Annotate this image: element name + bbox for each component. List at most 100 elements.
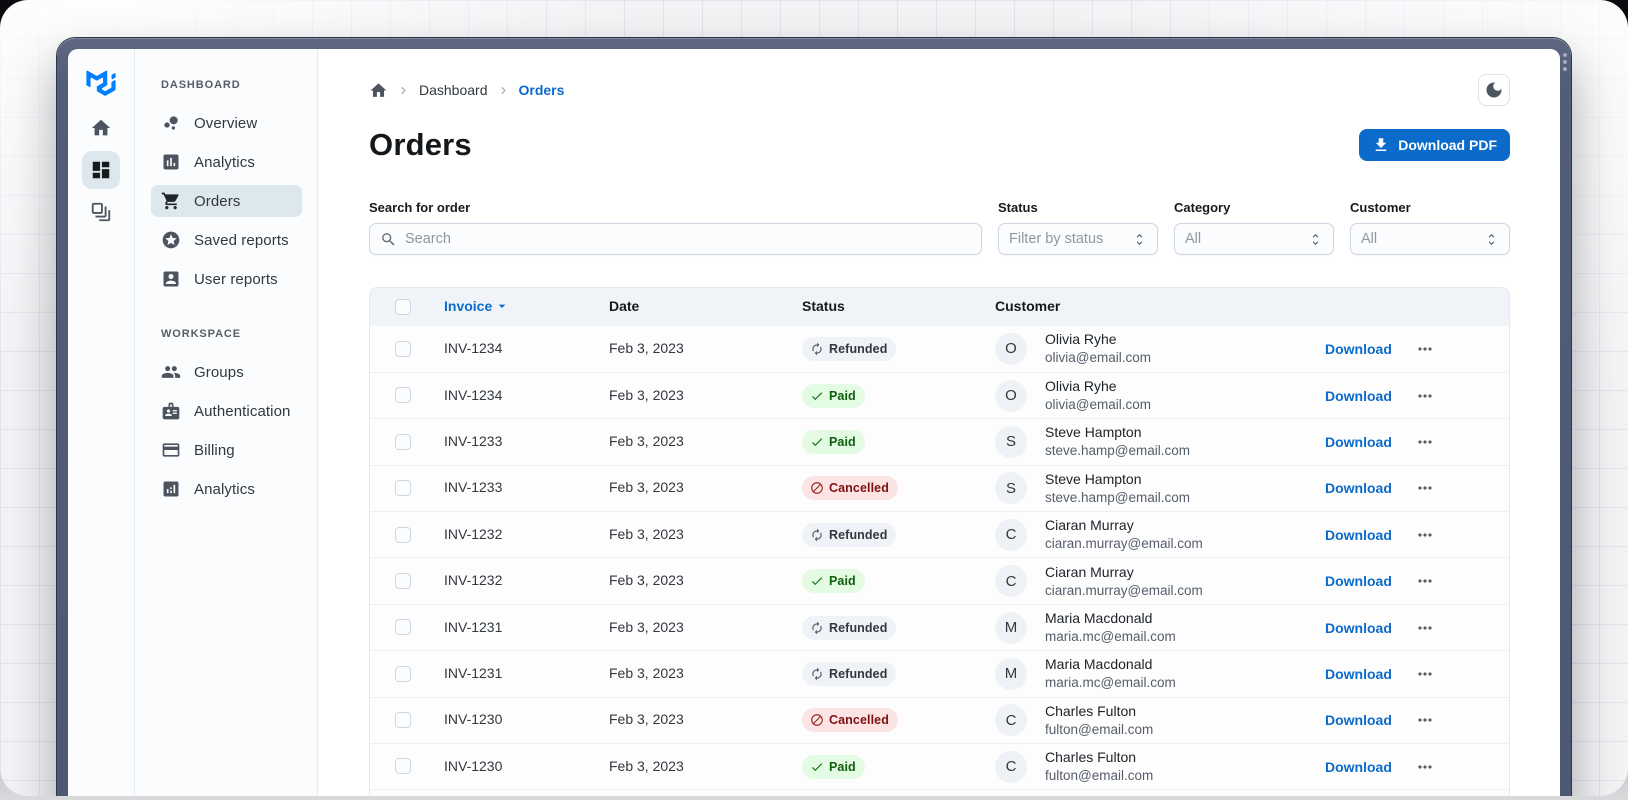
more-options-button[interactable]	[1413, 616, 1437, 640]
customer-cell: O Olivia Ryhe olivia@email.com	[995, 331, 1309, 366]
avatar: M	[995, 657, 1027, 690]
download-link[interactable]: Download	[1325, 712, 1392, 729]
row-checkbox[interactable]	[395, 572, 411, 589]
nav-item-billing[interactable]: Billing	[151, 434, 302, 466]
nav-item-orders[interactable]: Orders	[151, 185, 302, 217]
search-input[interactable]	[405, 231, 971, 247]
star-circle-icon	[161, 230, 181, 250]
search-icon	[380, 231, 397, 248]
more-options-button[interactable]	[1413, 755, 1437, 779]
nav-item-analytics[interactable]: Analytics	[151, 473, 302, 505]
refresh-icon	[810, 667, 824, 681]
nav-item-groups[interactable]: Groups	[151, 356, 302, 388]
nav-item-authentication[interactable]: Authentication	[151, 395, 302, 427]
moon-icon	[1484, 80, 1504, 100]
caret-down-icon	[494, 298, 510, 314]
breadcrumb-dashboard[interactable]: Dashboard	[419, 82, 488, 98]
customer-cell: O Olivia Ryhe olivia@email.com	[995, 378, 1309, 413]
column-status: Status	[802, 298, 845, 314]
rail-button-dashboard-grid[interactable]	[82, 151, 120, 189]
home-icon[interactable]	[369, 81, 388, 100]
download-link[interactable]: Download	[1325, 665, 1392, 682]
unfold-more-icon	[1308, 232, 1323, 247]
status-chip: Refunded	[802, 336, 897, 361]
refresh-icon	[810, 528, 824, 542]
window-frame-dots	[1563, 53, 1567, 71]
customer-email: fulton@email.com	[1045, 768, 1154, 784]
avatar: C	[995, 565, 1027, 598]
row-checkbox[interactable]	[395, 665, 411, 682]
row-checkbox[interactable]	[395, 480, 411, 497]
more-options-button[interactable]	[1413, 662, 1437, 686]
download-link[interactable]: Download	[1325, 340, 1392, 357]
download-link[interactable]: Download	[1325, 619, 1392, 636]
check-icon	[810, 435, 824, 449]
more-options-button[interactable]	[1413, 569, 1437, 593]
nav-item-saved-reports[interactable]: Saved reports	[151, 224, 302, 256]
date-cell: Feb 3, 2023	[609, 339, 684, 356]
download-link[interactable]: Download	[1325, 387, 1392, 404]
rail-button-layers[interactable]	[82, 193, 120, 231]
check-icon	[810, 389, 824, 403]
date-cell: Feb 3, 2023	[609, 432, 684, 449]
status-chip: Paid	[802, 429, 865, 454]
download-link[interactable]: Download	[1325, 758, 1392, 775]
row-checkbox[interactable]	[395, 526, 411, 543]
download-link[interactable]: Download	[1325, 526, 1392, 543]
row-checkbox[interactable]	[395, 340, 411, 357]
status-select[interactable]: Filter by status	[998, 223, 1158, 255]
more-options-button[interactable]	[1413, 476, 1437, 500]
category-filter-label: Category	[1174, 200, 1231, 215]
sidebar-nav: DASHBOARD Overview Analytics Orders Save…	[135, 49, 318, 796]
row-checkbox[interactable]	[395, 619, 411, 636]
theme-toggle-button[interactable]	[1478, 74, 1510, 106]
mui-logo	[86, 70, 116, 96]
customer-name: Maria Macdonald	[1045, 656, 1153, 673]
customer-select[interactable]: All	[1350, 223, 1510, 255]
sort-by-invoice[interactable]: Invoice	[444, 298, 510, 314]
status-chip: Refunded	[802, 615, 897, 640]
search-label: Search for order	[369, 200, 471, 215]
download-link[interactable]: Download	[1325, 480, 1392, 497]
breadcrumb: Dashboard Orders	[369, 81, 564, 100]
status-chip: Paid	[802, 383, 865, 408]
bubble-chart-icon	[161, 113, 181, 133]
status-chip: Refunded	[802, 661, 897, 686]
download-link[interactable]: Download	[1325, 573, 1392, 590]
customer-email: olivia@email.com	[1045, 350, 1151, 366]
select-all-checkbox[interactable]	[395, 298, 411, 315]
icon-rail	[68, 49, 135, 796]
rail-button-home[interactable]	[82, 109, 120, 147]
category-select[interactable]: All	[1174, 223, 1334, 255]
row-checkbox[interactable]	[395, 433, 411, 450]
invoice-cell: INV-1233	[444, 479, 503, 496]
nav-item-user-reports[interactable]: User reports	[151, 263, 302, 295]
download-pdf-button[interactable]: Download PDF	[1359, 129, 1510, 161]
credit-card-icon	[161, 440, 181, 460]
more-options-button[interactable]	[1413, 337, 1437, 361]
row-checkbox[interactable]	[395, 387, 411, 404]
table-row: INV-1234 Feb 3, 2023 Refunded O Olivia R…	[370, 326, 1510, 372]
nav-item-overview[interactable]: Overview	[151, 107, 302, 139]
row-checkbox[interactable]	[395, 712, 411, 729]
table-row: INV-1233 Feb 3, 2023 Paid S Steve Hampto…	[370, 418, 1509, 466]
customer-name: Ciaran Murray	[1045, 517, 1134, 534]
row-checkbox[interactable]	[395, 758, 411, 775]
download-link[interactable]: Download	[1325, 433, 1392, 450]
chevron-right-icon	[496, 83, 511, 98]
more-options-button[interactable]	[1413, 430, 1437, 454]
invoice-cell: INV-1231	[444, 664, 503, 681]
bar-chart-icon	[161, 152, 181, 172]
status-chip: Paid	[802, 569, 865, 594]
more-options-button[interactable]	[1413, 523, 1437, 547]
nav-item-analytics[interactable]: Analytics	[151, 146, 302, 178]
layers-icon	[90, 201, 112, 223]
invoice-cell: INV-1232	[444, 572, 503, 589]
avatar: O	[995, 332, 1027, 365]
avatar: S	[995, 425, 1027, 458]
customer-name: Charles Fulton	[1045, 702, 1137, 719]
more-options-button[interactable]	[1413, 384, 1437, 408]
orders-table: Invoice Date Status Customer	[369, 287, 1510, 796]
more-options-button[interactable]	[1413, 708, 1437, 732]
nav-section-label: WORKSPACE	[161, 328, 242, 340]
